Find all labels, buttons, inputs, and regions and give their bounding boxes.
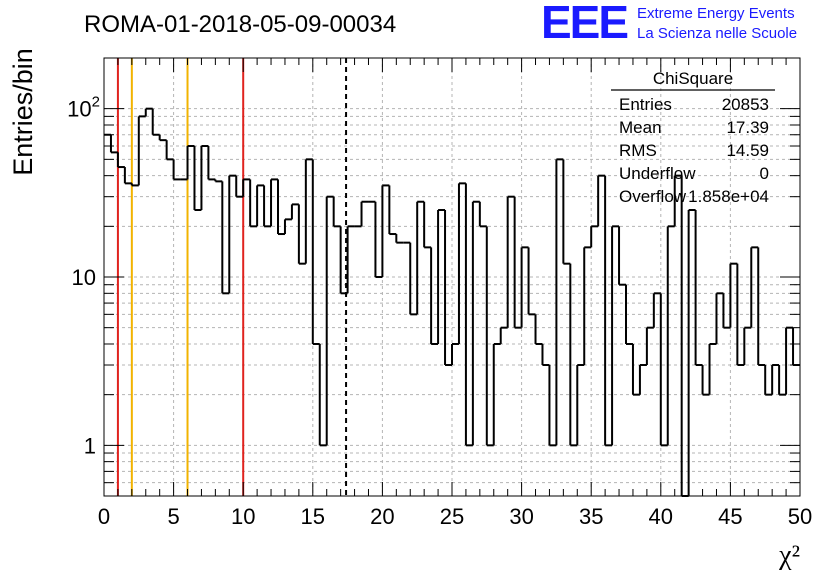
stats-box: ChiSquare Entries 20853 Mean 17.39 RMS 1… (611, 69, 775, 206)
stats-value-underflow: 0 (760, 164, 769, 183)
x-tick-label: 5 (167, 504, 179, 529)
stats-label-underflow: Underflow (619, 164, 696, 183)
stats-value-entries: 20853 (722, 95, 769, 114)
stats-label-rms: RMS (619, 141, 657, 160)
x-tick-label: 20 (370, 504, 394, 529)
stats-label-entries: Entries (619, 95, 672, 114)
stats-value-mean: 17.39 (726, 118, 769, 137)
stats-label-mean: Mean (619, 118, 662, 137)
stats-title: ChiSquare (653, 69, 733, 88)
x-tick-label: 0 (98, 504, 110, 529)
x-tick-label: 15 (301, 504, 325, 529)
x-tick-label: 30 (509, 504, 533, 529)
stats-label-overflow: Overflow (619, 187, 687, 206)
x-tick-label: 40 (649, 504, 673, 529)
x-tick-label: 50 (788, 504, 812, 529)
run-title: ROMA-01-2018-05-09-00034 (84, 11, 396, 38)
x-tick-label: 35 (579, 504, 603, 529)
x-tick-label: 25 (440, 504, 464, 529)
stats-value-rms: 14.59 (726, 141, 769, 160)
y-tick-label: 1 (84, 433, 96, 458)
y-tick-label: 102 (67, 94, 100, 122)
histogram-series (104, 107, 800, 497)
logo-line-1: Extreme Energy Events (637, 5, 795, 22)
y-tick-label: 10 (72, 265, 96, 290)
x-axis-label: χ² (778, 540, 800, 571)
eee-logo: EEE (541, 0, 627, 48)
x-tick-label: 45 (718, 504, 742, 529)
y-axis-label: Entries/bin (8, 48, 38, 176)
stats-value-overflow: 1.858e+04 (688, 187, 769, 206)
logo-line-2: La Scienza nelle Scuole (637, 25, 797, 42)
x-tick-label: 10 (231, 504, 255, 529)
